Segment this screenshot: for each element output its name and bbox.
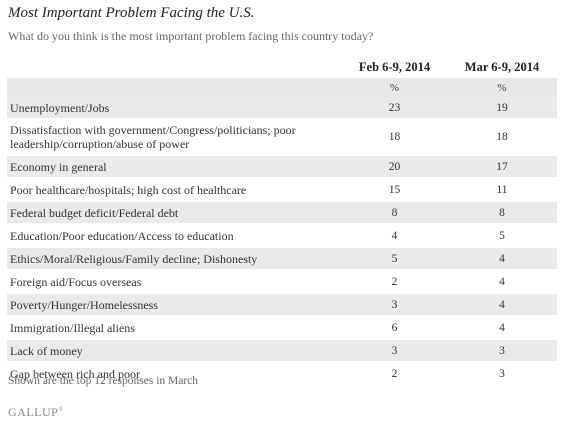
table-row: Lack of money 3 3	[7, 339, 557, 363]
row-value: 4	[342, 224, 447, 248]
row-value: 6	[342, 316, 447, 340]
logo-mark: ®	[58, 407, 64, 413]
row-value: 5	[342, 247, 447, 271]
row-value: 18	[447, 119, 557, 156]
column-header: Mar 6-9, 2014	[464, 59, 540, 74]
table-row: Foreign aid/Focus overseas 2 4	[7, 270, 557, 294]
table-body: Unemployment/Jobs 23 19 Dissatisfaction wit…	[7, 97, 557, 386]
row-label: Dissatisfaction with government/Congress…	[7, 119, 342, 156]
header-row: Feb 6-9, 2014 Mar 6-9, 2014	[7, 56, 557, 78]
chart-title: Most Important Problem Facing the U.S.	[8, 5, 255, 21]
row-label: Gap between rich and poor	[7, 362, 342, 386]
row-value: 5	[447, 224, 557, 248]
table-row: Gap between rich and poor 2 3	[7, 362, 557, 386]
table-row: Dissatisfaction with government/Congress…	[7, 119, 557, 156]
table-row: Poor healthcare/hospitals; high cost of …	[7, 178, 557, 202]
row-label: Immigration/Illegal aliens	[7, 316, 342, 340]
row-value: 4	[447, 247, 557, 271]
row-value: 23	[342, 97, 447, 120]
row-label: Ethics/Moral/Religious/Family decline; D…	[7, 247, 342, 271]
row-value: 3	[342, 293, 447, 317]
units-row: % %	[7, 78, 557, 97]
row-value: 4	[447, 270, 557, 294]
row-value: 18	[342, 119, 447, 156]
row-value: 4	[447, 316, 557, 340]
row-label: Unemployment/Jobs	[7, 97, 342, 120]
row-value: 19	[447, 97, 557, 120]
row-value: 4	[447, 293, 557, 317]
table-row: Poverty/Hunger/Homelessness 3 4	[7, 293, 557, 317]
table-row: Education/Poor education/Access to educa…	[7, 224, 557, 248]
row-value: 20	[342, 155, 447, 179]
row-value: 11	[447, 178, 557, 202]
logo-text: GALLUP	[8, 405, 59, 419]
row-value: 3	[447, 362, 557, 386]
row-value: 8	[342, 201, 447, 225]
row-value: 17	[447, 155, 557, 179]
unit-label: %	[447, 78, 557, 97]
row-label: Economy in general	[7, 155, 342, 179]
table-row: Federal budget deficit/Federal debt 8 8	[7, 201, 557, 225]
results-table: Feb 6-9, 2014 Mar 6-9, 2014 % % Unemploy…	[7, 56, 557, 386]
row-value: 15	[342, 178, 447, 202]
row-label: Lack of money	[7, 339, 342, 363]
row-label: Poor healthcare/hospitals; high cost of …	[7, 178, 342, 202]
units-blank	[7, 78, 342, 97]
footnote: Shown are the top 12 responses in March	[8, 375, 199, 387]
row-value: 2	[342, 270, 447, 294]
table-row: Ethics/Moral/Religious/Family decline; D…	[7, 247, 557, 271]
column-header: Feb 6-9, 2014	[358, 59, 431, 74]
row-value: 3	[447, 339, 557, 363]
row-label: Education/Poor education/Access to educa…	[7, 224, 342, 248]
row-label: Foreign aid/Focus overseas	[7, 270, 342, 294]
table-row: Economy in general 20 17	[7, 155, 557, 179]
row-label: Poverty/Hunger/Homelessness	[7, 293, 342, 317]
table-row: Unemployment/Jobs 23 19	[7, 97, 557, 120]
unit-label: %	[342, 78, 447, 97]
chart-subtitle: What do you think is the most important …	[8, 29, 374, 43]
row-value: 2	[342, 362, 447, 386]
table-row: Immigration/Illegal aliens 6 4	[7, 316, 557, 340]
row-value: 3	[342, 339, 447, 363]
gallup-logo: GALLUP®	[8, 405, 63, 420]
row-value: 8	[447, 201, 557, 225]
row-label: Federal budget deficit/Federal debt	[7, 201, 342, 225]
header-blank	[7, 56, 342, 78]
